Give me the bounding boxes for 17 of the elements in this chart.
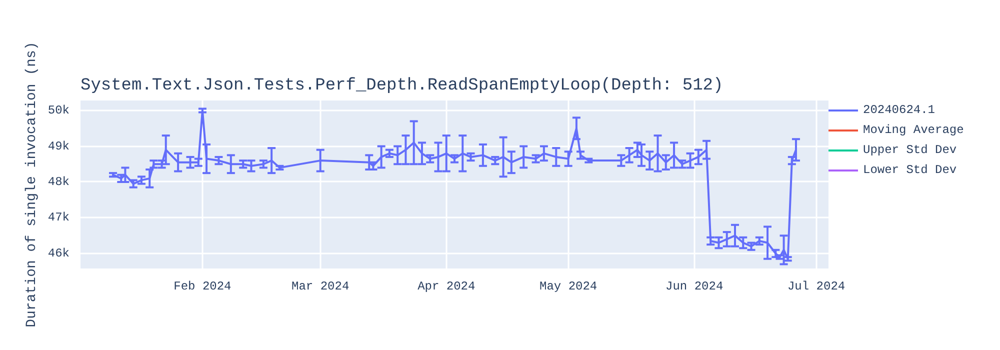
legend-label: Lower Std Dev	[863, 163, 957, 177]
x-tick-label: Apr 2024	[418, 280, 476, 294]
y-tick-label: 47k	[48, 210, 70, 225]
legend-label: Moving Average	[863, 123, 964, 137]
x-tick-label: Feb 2024	[174, 280, 232, 294]
y-axis-title: Duration of single invocation (ns)	[24, 42, 40, 328]
x-tick-label: Jun 2024	[666, 280, 724, 294]
y-tick-label: 48k	[48, 175, 70, 189]
legend-label: Upper Std Dev	[863, 143, 957, 157]
y-tick-label: 50k	[48, 104, 70, 118]
legend-label: 20240624.1	[863, 103, 936, 117]
y-tick-label: 49k	[48, 139, 70, 154]
x-tick-label: Mar 2024	[292, 280, 350, 294]
x-tick-label: Jul 2024	[788, 280, 846, 294]
x-tick-label: May 2024	[540, 280, 598, 294]
y-tick-label: 46k	[48, 246, 70, 260]
chart-title: System.Text.Json.Tests.Perf_Depth.ReadSpanEmptyLoop(Depth: 512)	[80, 76, 724, 96]
